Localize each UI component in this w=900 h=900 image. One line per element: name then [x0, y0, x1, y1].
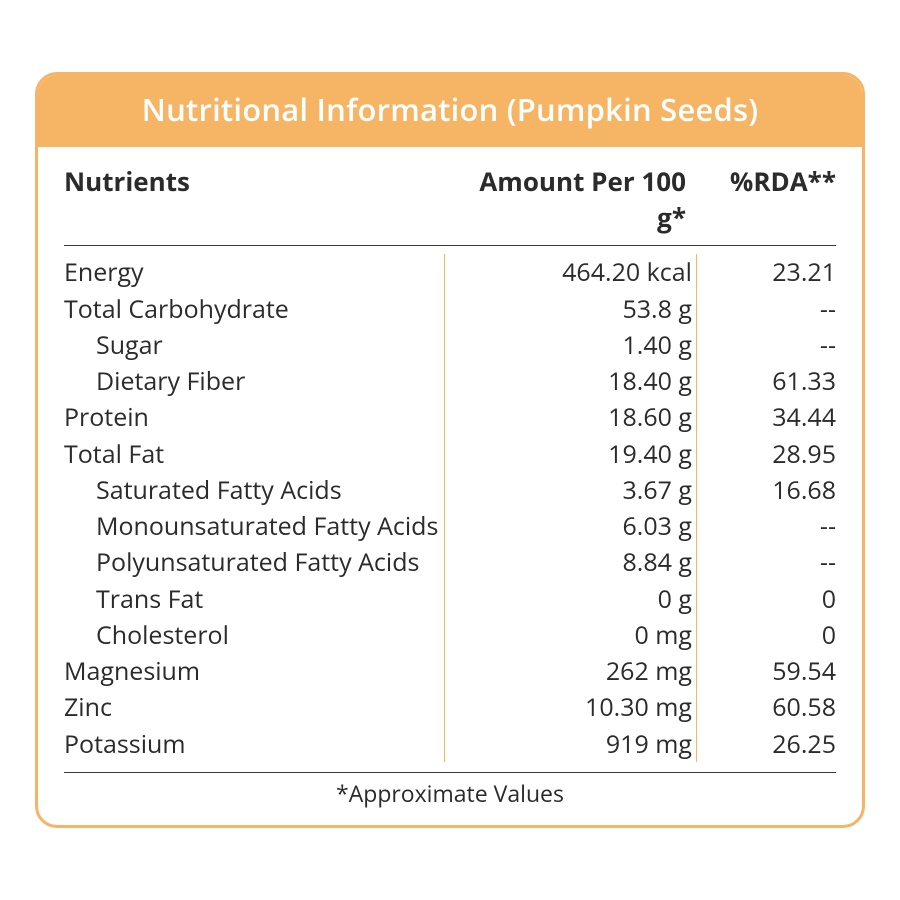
nutrient-amount: 464.20 kcal: [444, 254, 696, 290]
nutrient-name: Protein: [64, 399, 444, 435]
nutrient-name: Sugar: [64, 327, 444, 363]
footnote: *Approximate Values: [64, 773, 836, 819]
table-row: Magnesium262 mg59.54: [64, 653, 836, 689]
nutrient-amount: 6.03 g: [444, 508, 696, 544]
table-row: Potassium919 mg26.25: [64, 726, 836, 762]
table-row: Trans Fat0 g0: [64, 581, 836, 617]
nutrient-rda: --: [696, 508, 836, 544]
nutrient-amount: 0 mg: [444, 617, 696, 653]
header-amount: Amount Per 100 g*: [444, 163, 696, 235]
nutrient-amount: 19.40 g: [444, 436, 696, 472]
nutrient-rda: --: [696, 544, 836, 580]
table-header-row: Nutrients Amount Per 100 g* %RDA**: [64, 157, 836, 246]
nutrient-rda: 0: [696, 617, 836, 653]
nutrient-name: Potassium: [64, 726, 444, 762]
nutrient-rda: 26.25: [696, 726, 836, 762]
table-row: Sugar1.40 g--: [64, 327, 836, 363]
nutrient-rda: 28.95: [696, 436, 836, 472]
nutrient-rda: 59.54: [696, 653, 836, 689]
nutrient-name: Saturated Fatty Acids: [64, 472, 444, 508]
nutrient-name: Polyunsaturated Fatty Acids: [64, 544, 444, 580]
nutrient-name: Total Fat: [64, 436, 444, 472]
table-row: Monounsaturated Fatty Acids6.03 g--: [64, 508, 836, 544]
nutrient-amount: 8.84 g: [444, 544, 696, 580]
table-body: Energy464.20 kcal23.21Total Carbohydrate…: [64, 246, 836, 773]
header-nutrients: Nutrients: [64, 163, 444, 235]
table-row: Total Carbohydrate53.8 g--: [64, 291, 836, 327]
nutrient-amount: 18.60 g: [444, 399, 696, 435]
nutrient-name: Dietary Fiber: [64, 363, 444, 399]
nutrient-amount: 1.40 g: [444, 327, 696, 363]
table-row: Energy464.20 kcal23.21: [64, 254, 836, 290]
table-row: Protein18.60 g34.44: [64, 399, 836, 435]
nutrient-name: Cholesterol: [64, 617, 444, 653]
nutrient-amount: 919 mg: [444, 726, 696, 762]
nutrient-rda: 61.33: [696, 363, 836, 399]
table-row: Cholesterol0 mg0: [64, 617, 836, 653]
nutrient-amount: 0 g: [444, 581, 696, 617]
header-rda: %RDA**: [696, 163, 836, 235]
nutrient-amount: 18.40 g: [444, 363, 696, 399]
table-row: Saturated Fatty Acids3.67 g16.68: [64, 472, 836, 508]
nutrient-rda: 60.58: [696, 689, 836, 725]
nutrient-amount: 3.67 g: [444, 472, 696, 508]
card-content: Nutrients Amount Per 100 g* %RDA** Energ…: [38, 147, 862, 825]
table-row: Polyunsaturated Fatty Acids8.84 g--: [64, 544, 836, 580]
nutrient-rda: --: [696, 291, 836, 327]
nutrient-rda: 34.44: [696, 399, 836, 435]
nutrient-amount: 10.30 mg: [444, 689, 696, 725]
nutrient-amount: 262 mg: [444, 653, 696, 689]
nutrient-name: Total Carbohydrate: [64, 291, 444, 327]
table-row: Total Fat19.40 g28.95: [64, 436, 836, 472]
table-row: Zinc10.30 mg60.58: [64, 689, 836, 725]
nutrient-rda: 16.68: [696, 472, 836, 508]
nutrient-name: Energy: [64, 254, 444, 290]
table-row: Dietary Fiber18.40 g61.33: [64, 363, 836, 399]
nutrient-rda: 0: [696, 581, 836, 617]
card-title: Nutritional Information (Pumpkin Seeds): [38, 75, 862, 147]
nutrient-rda: --: [696, 327, 836, 363]
nutrient-amount: 53.8 g: [444, 291, 696, 327]
nutrient-name: Zinc: [64, 689, 444, 725]
nutrient-name: Magnesium: [64, 653, 444, 689]
nutrition-card: Nutritional Information (Pumpkin Seeds) …: [35, 72, 865, 828]
nutrient-rda: 23.21: [696, 254, 836, 290]
nutrient-name: Trans Fat: [64, 581, 444, 617]
nutrient-name: Monounsaturated Fatty Acids: [64, 508, 444, 544]
